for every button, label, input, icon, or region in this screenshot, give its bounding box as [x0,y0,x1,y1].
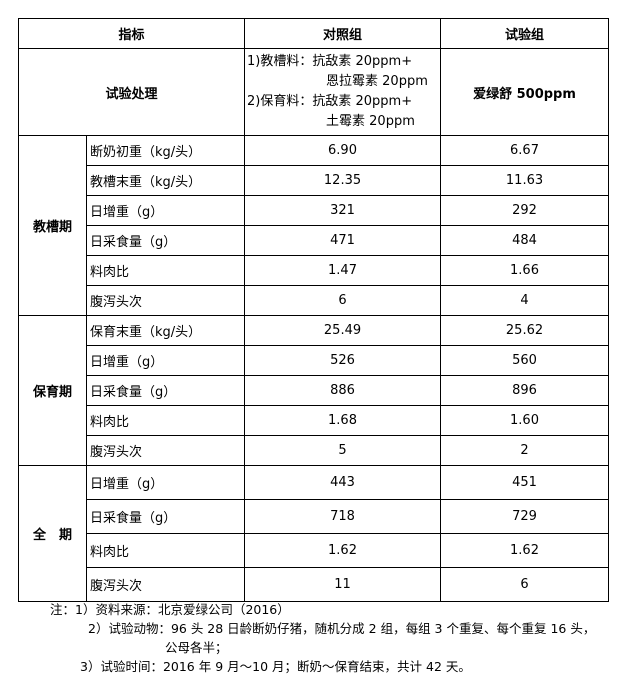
cell-test: 6.67 [440,135,610,166]
table-row: 腹泻头次 11 6 [19,567,610,602]
note-2: 2）试验动物：96 头 28 日龄断奶仔猪，随机分成 2 组，每组 3 个重复、… [88,621,596,636]
treatment-line: 土霉素 20ppm [326,114,415,129]
table-row: 料肉比 1.47 1.66 [19,255,610,286]
note-3: 3）试验时间：2016 年 9 月～10 月；断奶～保育结束，共计 42 天。 [80,659,471,674]
group-label: 保育期 [18,315,87,466]
cell-test: 1.62 [440,533,610,568]
cell-test: 11.63 [440,165,610,196]
table-row: 保育期 保育末重（kg/头） 25.49 25.62 [18,315,610,466]
cell-test: 560 [440,345,610,376]
cell-test: 25.62 [440,315,610,346]
cell-test: 1.66 [440,255,610,286]
table-row: 腹泻头次 5 2 [19,435,610,466]
treatment-line: 2)保育料：抗敌素 20ppm+ [247,94,413,109]
cell-control: 718 [244,499,442,534]
treatment-test: 爱绿舒 500ppm [440,48,610,136]
cell-control: 471 [244,225,442,256]
notes: 注：1）资料来源：北京爱绿公司（2016） 2）试验动物：96 头 28 日龄断… [0,600,595,676]
table-row: 日增重（g） 321 292 [19,195,610,226]
cell-test: 896 [440,375,610,406]
table-row: 料肉比 1.68 1.60 [19,405,610,436]
note-2-cont: 公母各半； [165,640,228,655]
header-indicator: 指标 [17,18,246,49]
results-table: 指标 对照组 试验组 试验处理 1)教槽料：抗敌素 20ppm+ 恩拉霉素 20… [17,18,610,602]
cell-control: 11 [244,567,442,602]
table-row: 全 期日增重（g） 443 451 [18,465,610,602]
table-row: 日增重（g） 526 560 [19,345,610,376]
cell-control: 443 [244,465,442,500]
table-row: 腹泻头次 6 4 [19,285,610,316]
table-row: 料肉比 1.62 1.62 [19,533,610,568]
treatment-line: 1)教槽料：抗敌素 20ppm+ [247,54,413,69]
cell-indicator: 腹泻头次 [85,285,246,316]
cell-test: 729 [440,499,610,534]
treatment-row: 试验处理 1)教槽料：抗敌素 20ppm+ 恩拉霉素 20ppm 2)保育料：抗… [17,48,610,136]
table-row: 日采食量（g） 886 896 [19,375,610,406]
group-label: 全 期 [18,465,87,602]
treatment-line: 恩拉霉素 20ppm [326,74,428,89]
cell-control: 526 [244,345,442,376]
cell-test: 484 [440,225,610,256]
cell-control: 12.35 [244,165,442,196]
group-label: 教槽期 [18,135,87,316]
header-test: 试验组 [440,18,610,49]
treatment-label: 试验处理 [17,48,246,136]
cell-indicator: 日增重（g） [85,465,246,500]
cell-test: 1.60 [440,405,610,436]
cell-control: 6.90 [244,135,442,166]
cell-indicator: 教槽末重（kg/头） [85,165,246,196]
cell-indicator: 料肉比 [85,405,246,436]
cell-indicator: 料肉比 [85,533,246,568]
cell-indicator: 保育末重（kg/头） [85,315,246,346]
cell-indicator: 断奶初重（kg/头） [85,135,246,166]
cell-control: 25.49 [244,315,442,346]
cell-control: 1.62 [244,533,442,568]
cell-indicator: 日增重（g） [85,195,246,226]
header-control: 对照组 [244,18,442,49]
table-row: 日采食量（g） 471 484 [19,225,610,256]
cell-control: 5 [244,435,442,466]
cell-test: 6 [440,567,610,602]
cell-indicator: 日采食量（g） [85,225,246,256]
treatment-control: 1)教槽料：抗敌素 20ppm+ 恩拉霉素 20ppm 2)保育料：抗敌素 20… [244,48,442,136]
note-1: 注：1）资料来源：北京爱绿公司（2016） [50,602,290,617]
cell-indicator: 腹泻头次 [85,435,246,466]
cell-indicator: 日采食量（g） [85,375,246,406]
cell-control: 6 [244,285,442,316]
cell-test: 2 [440,435,610,466]
header-row: 指标 对照组 试验组 [17,18,610,49]
table-row: 教槽末重（kg/头） 12.35 11.63 [19,165,610,196]
cell-indicator: 料肉比 [85,255,246,286]
cell-test: 292 [440,195,610,226]
cell-control: 1.68 [244,405,442,436]
cell-control: 1.47 [244,255,442,286]
table-row: 日采食量（g） 718 729 [19,499,610,534]
cell-test: 4 [440,285,610,316]
cell-test: 451 [440,465,610,500]
cell-indicator: 日采食量（g） [85,499,246,534]
cell-control: 321 [244,195,442,226]
cell-indicator: 日增重（g） [85,345,246,376]
table-row: 教槽期 断奶初重（kg/头） 6.90 6.67 [18,135,610,316]
cell-indicator: 腹泻头次 [85,567,246,602]
cell-control: 886 [244,375,442,406]
